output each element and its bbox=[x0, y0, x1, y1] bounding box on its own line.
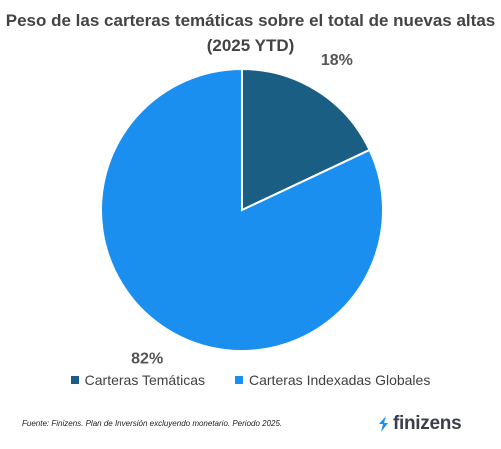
legend-label-carteras-tematicas: Carteras Temáticas bbox=[84, 372, 205, 388]
data-label-carteras-tematicas: 18% bbox=[321, 52, 353, 69]
chart-legend: Carteras Temáticas Carteras Indexadas Gl… bbox=[0, 372, 501, 388]
finizens-brand-name: finizens bbox=[393, 413, 462, 434]
legend-item-carteras-tematicas: Carteras Temáticas bbox=[70, 372, 205, 388]
legend-item-carteras-indexadas-globales: Carteras Indexadas Globales bbox=[235, 372, 430, 388]
chart-title: Peso de las carteras temáticas sobre el … bbox=[5, 11, 496, 55]
finizens-logo-icon bbox=[379, 416, 388, 432]
legend-swatch-carteras-tematicas bbox=[70, 376, 79, 384]
pie-slice-carteras-indexadas-globales bbox=[100, 67, 384, 352]
legend-label-carteras-indexadas-globales: Carteras Indexadas Globales bbox=[249, 372, 431, 388]
finizens-logo: finizens bbox=[376, 413, 462, 435]
source-note: Fuente: Finizens. Plan de Inversión excl… bbox=[22, 419, 283, 428]
data-label-carteras-indexadas-globales: 82% bbox=[131, 351, 163, 368]
legend-swatch-carteras-indexadas-globales bbox=[235, 376, 243, 384]
pie-slice-carteras-tematicas bbox=[241, 67, 371, 212]
